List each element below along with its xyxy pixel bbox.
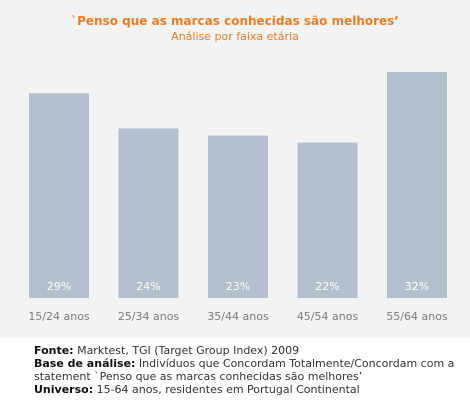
category-label-1: 15/24 anos — [28, 310, 90, 323]
bar-4 — [297, 142, 358, 298]
base-line: Base de análise: Indivíduos que Concorda… — [34, 357, 464, 370]
bar-5 — [387, 72, 447, 298]
chart-panel: `Penso que as marcas conhecidas são melh… — [0, 0, 470, 338]
base-label: Base de análise: — [34, 357, 136, 370]
chart-subtitle: Análise por faixa etária — [171, 30, 299, 43]
bar-value-label-5: 32% — [405, 280, 429, 293]
universe-text: 15-64 anos, residentes em Portugal Conti… — [93, 383, 360, 396]
chart-title: `Penso que as marcas conhecidas são melh… — [71, 14, 399, 28]
bar-value-label-4: 22% — [315, 280, 339, 293]
category-label-5: 55/64 anos — [386, 310, 448, 323]
bar-value-label-1: 29% — [47, 280, 71, 293]
bar-1 — [29, 93, 89, 298]
category-label-3: 35/44 anos — [207, 310, 269, 323]
bar-chart: 29% 15/24 anos 24% 25/34 anos 23% 35/44 anos 2… — [28, 72, 448, 323]
source-notes: Fonte: Marktest, TGI (Target Group Index… — [34, 344, 464, 396]
source-label: Fonte: — [34, 344, 74, 357]
source-text: Marktest, TGI (Target Group Index) 2009 — [73, 344, 300, 357]
base-line-2: statement `Penso que as marcas conhecida… — [34, 370, 363, 383]
bar-value-label-3: 23% — [226, 280, 250, 293]
category-label-2: 25/34 anos — [118, 310, 180, 323]
source-line: Fonte: Marktest, TGI (Target Group Index… — [34, 344, 464, 357]
base-text: Indivíduos que Concordam Totalmente/Conc… — [135, 357, 455, 370]
bar-2 — [118, 128, 179, 298]
universe-line: Universo: 15-64 anos, residentes em Port… — [34, 383, 464, 396]
category-label-4: 45/54 anos — [297, 310, 359, 323]
bar-value-label-2: 24% — [136, 280, 160, 293]
universe-label: Universo: — [34, 383, 94, 396]
bar-3 — [208, 135, 268, 298]
